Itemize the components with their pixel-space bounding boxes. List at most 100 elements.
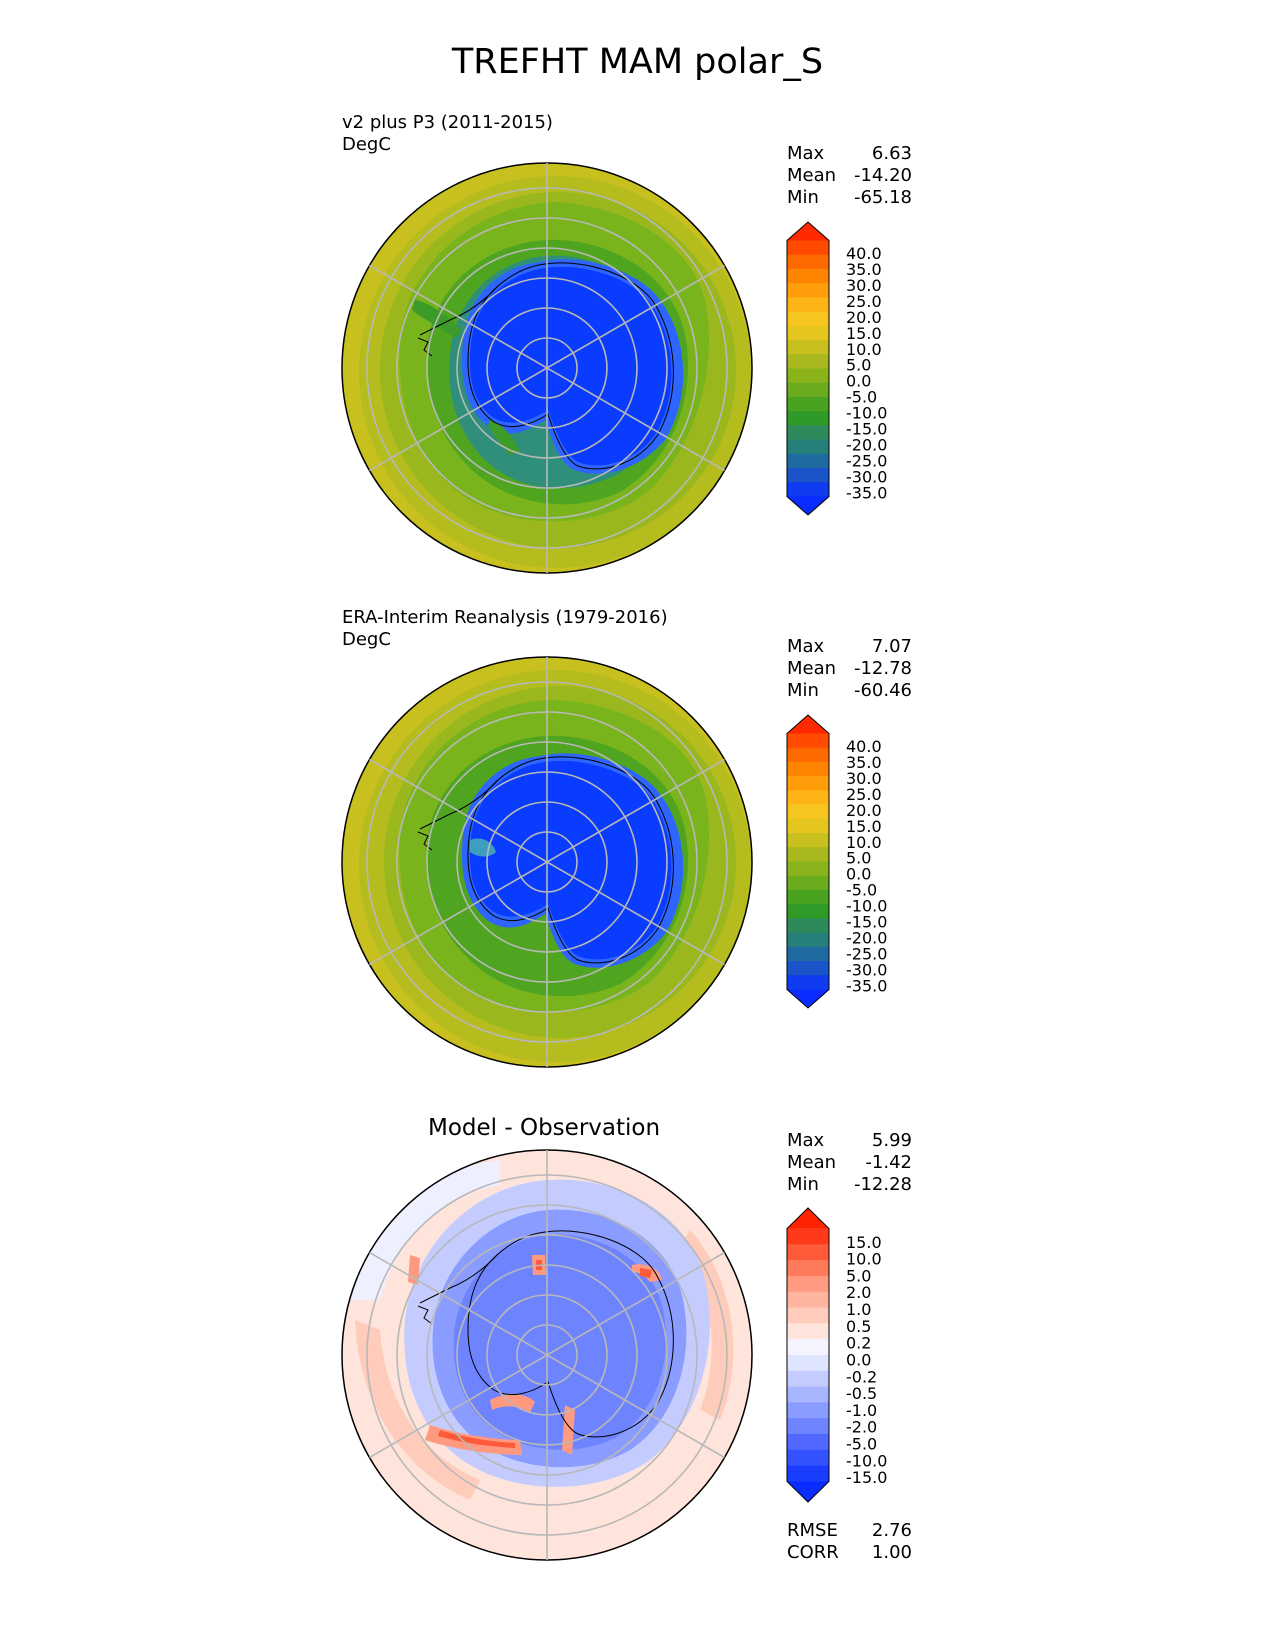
stat-value-min: -12.28	[853, 1174, 912, 1195]
stat-label-max: Max	[787, 143, 825, 164]
colorbar-tick-label: -2.0	[846, 1418, 877, 1437]
colorbar-band	[787, 833, 829, 848]
colorbar-tick-label: -1.0	[846, 1401, 877, 1420]
colorbar-band	[787, 340, 829, 355]
colorbar-band	[787, 254, 829, 270]
panel-2-units: DegC	[342, 629, 391, 650]
colorbar-tick-label: 20.0	[846, 801, 882, 820]
colorbar-tick-label: 15.0	[846, 324, 882, 343]
colorbar-tick-label: -30.0	[846, 960, 887, 979]
colorbar-extend-top	[787, 1208, 829, 1229]
stat-label-min: Min	[787, 187, 819, 208]
stat-label-min: Min	[787, 680, 819, 701]
colorbar-tick-label: 40.0	[846, 737, 882, 756]
colorbar-tick-label: 2.0	[846, 1283, 871, 1302]
colorbar-extend-bottom	[787, 989, 829, 1008]
colorbar-tick-label: -0.2	[846, 1367, 877, 1386]
colorbar-band	[787, 468, 829, 483]
colorbar-band	[787, 1355, 829, 1372]
colorbar-tick-label: 15.0	[846, 817, 882, 836]
colorbar-band	[787, 946, 829, 962]
colorbar-band	[787, 382, 829, 398]
colorbar-band	[787, 1370, 829, 1388]
colorbar-tick-label: 25.0	[846, 292, 882, 311]
colorbar-tick-label: -5.0	[846, 388, 877, 407]
map-panel-3	[341, 1149, 753, 1561]
colorbar-tick-label: -20.0	[846, 435, 887, 454]
colorbar-band	[787, 875, 829, 891]
colorbar-tick-label: -15.0	[846, 420, 887, 439]
colorbar-band	[787, 240, 829, 256]
colorbar-band	[787, 325, 829, 341]
colorbar-band	[787, 804, 829, 820]
colorbar-band	[787, 297, 829, 313]
colorbar-difference: 15.010.05.02.01.00.50.20.0-0.2-0.5-1.0-2…	[786, 1207, 887, 1503]
colorbar-tick-label: 5.0	[846, 356, 871, 375]
colorbar-tick-label: -25.0	[846, 944, 887, 963]
colorbar-tick-label: 0.5	[846, 1317, 871, 1336]
colorbar-tick-label: 1.0	[846, 1300, 871, 1319]
panel-1-title: v2 plus P3 (2011-2015)	[342, 112, 553, 133]
colorbar-tick-label: 0.0	[846, 1350, 871, 1369]
stat-value-rmse: 2.76	[871, 1520, 912, 1541]
colorbar-tick-label: 10.0	[846, 1250, 882, 1269]
map-panel-1	[341, 162, 753, 574]
colorbar-band	[787, 818, 829, 834]
stat-label-corr: CORR	[787, 1542, 839, 1563]
colorbar-band	[787, 761, 829, 777]
colorbar-tick-label: 10.0	[846, 340, 882, 359]
colorbar-tick-label: 0.0	[846, 372, 871, 391]
colorbar-tick-label: -10.0	[846, 1451, 887, 1470]
colorbar-tick-label: -35.0	[846, 483, 887, 502]
stat-value-max: 6.63	[871, 143, 912, 164]
colorbar-band	[787, 776, 829, 791]
colorbar-band	[787, 918, 829, 934]
colorbar-tick-label: -10.0	[846, 404, 887, 423]
colorbar-band	[787, 1323, 829, 1340]
colorbar-band	[787, 932, 829, 948]
colorbar-band	[787, 368, 829, 384]
colorbar-band	[787, 1291, 829, 1309]
colorbar-tick-label: 35.0	[846, 753, 882, 772]
colorbar-tick-label: -10.0	[846, 897, 887, 916]
colorbar-band	[787, 1339, 829, 1356]
colorbar-band	[787, 1386, 829, 1403]
stat-label-mean: Mean	[787, 165, 837, 186]
colorbar-tick-label: 25.0	[846, 785, 882, 804]
colorbar-band	[787, 975, 829, 991]
colorbar-tick-label: 40.0	[846, 244, 882, 263]
colorbar-test: 40.035.030.025.020.015.010.05.00.0-5.0-1…	[786, 221, 887, 516]
stat-label-min: Min	[787, 1174, 819, 1195]
colorbar-tick-label: 30.0	[846, 769, 882, 788]
stat-value-mean: -12.78	[853, 658, 912, 679]
colorbar-tick-label: -0.5	[846, 1384, 877, 1403]
colorbar-band	[787, 1275, 829, 1293]
colorbar-band	[787, 354, 829, 369]
colorbar-band	[787, 1449, 829, 1467]
colorbar-band	[787, 889, 829, 905]
colorbar-band	[787, 1465, 829, 1482]
stat-label-rmse: RMSE	[787, 1520, 838, 1541]
colorbar-band	[787, 439, 829, 455]
stat-label-max: Max	[787, 636, 825, 657]
colorbar-band	[787, 847, 829, 862]
figure-title: TREFHT MAM polar_S	[451, 42, 824, 82]
stat-value-mean: -1.42	[865, 1152, 912, 1173]
stat-label-max: Max	[787, 1130, 825, 1151]
colorbar-tick-label: -30.0	[846, 467, 887, 486]
colorbar-tick-label: -5.0	[846, 881, 877, 900]
colorbar-band	[787, 861, 829, 877]
stat-value-mean: -14.20	[853, 165, 912, 186]
colorbar-tick-label: 0.0	[846, 865, 871, 884]
colorbar-tick-label: -35.0	[846, 976, 887, 995]
colorbar-band	[787, 411, 829, 426]
colorbar-tick-label: 10.0	[846, 833, 882, 852]
colorbar-band	[787, 425, 829, 441]
colorbar-extend-bottom	[787, 496, 829, 515]
panel-1-units: DegC	[342, 134, 391, 155]
colorbar-band	[787, 396, 829, 412]
colorbar-band	[787, 1434, 829, 1451]
colorbar-band	[787, 453, 829, 469]
colorbar-tick-label: 15.0	[846, 1233, 882, 1252]
